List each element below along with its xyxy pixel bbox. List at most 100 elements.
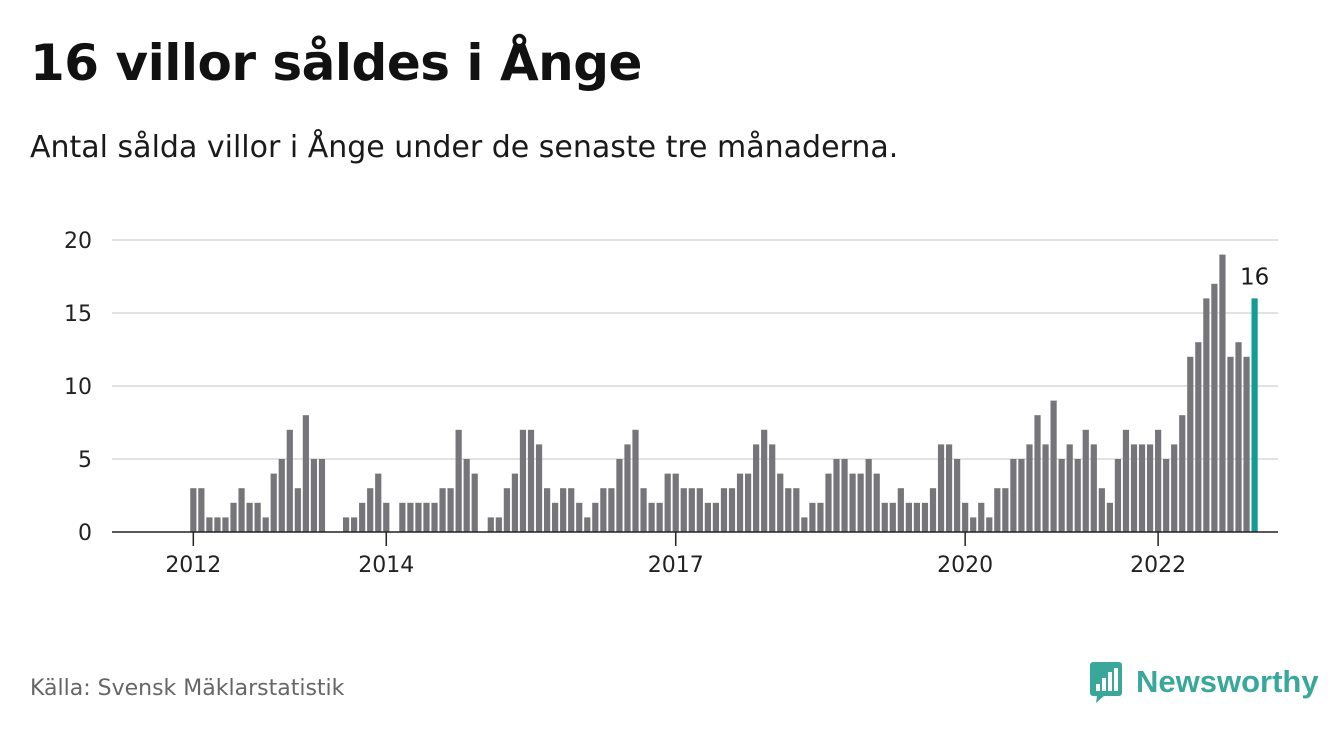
bar bbox=[342, 517, 350, 532]
bar bbox=[656, 502, 663, 532]
bar bbox=[527, 429, 535, 532]
bar bbox=[1227, 356, 1234, 532]
bar bbox=[793, 488, 800, 532]
bar bbox=[246, 502, 253, 532]
y-tick-label: 10 bbox=[64, 375, 92, 400]
bar bbox=[568, 488, 575, 532]
bar bbox=[873, 473, 880, 532]
bar bbox=[439, 488, 446, 532]
bar bbox=[817, 502, 824, 532]
bar bbox=[254, 502, 261, 532]
bar bbox=[190, 488, 197, 532]
bar-chart-speech-bubble-icon bbox=[1090, 662, 1122, 703]
bar bbox=[278, 459, 285, 532]
bar bbox=[503, 488, 510, 532]
bar bbox=[945, 444, 953, 532]
bar bbox=[833, 459, 840, 532]
bar bbox=[1106, 502, 1113, 532]
bar bbox=[351, 517, 358, 532]
bar bbox=[640, 488, 647, 532]
bar bbox=[310, 459, 318, 532]
bar bbox=[809, 502, 816, 532]
bar-chart: 0 5 10 15 20 2012 2014 2017 2020 2022 16 bbox=[64, 229, 1278, 578]
bar bbox=[302, 415, 309, 532]
bar bbox=[519, 429, 527, 532]
bar bbox=[1090, 444, 1097, 532]
bar bbox=[857, 473, 864, 532]
bar bbox=[913, 502, 921, 532]
bar bbox=[1122, 429, 1130, 532]
y-tick-label: 20 bbox=[64, 229, 92, 254]
bar bbox=[560, 488, 567, 532]
bar bbox=[777, 473, 784, 532]
bar bbox=[937, 444, 945, 532]
bar bbox=[600, 488, 607, 532]
bar bbox=[270, 473, 277, 532]
bar bbox=[736, 473, 744, 532]
highlight-bar bbox=[1251, 298, 1258, 532]
bar bbox=[785, 488, 792, 532]
bar bbox=[230, 502, 237, 532]
bar bbox=[753, 444, 760, 532]
bar bbox=[929, 488, 937, 532]
bar bbox=[375, 473, 382, 532]
bar bbox=[318, 459, 326, 532]
highlight-value-label: 16 bbox=[1240, 264, 1269, 290]
x-axis-ticks: 2012 2014 2017 2020 2022 bbox=[165, 532, 1186, 578]
bar bbox=[1235, 342, 1242, 532]
bar bbox=[1058, 459, 1065, 532]
bar bbox=[897, 488, 904, 532]
bar bbox=[543, 488, 551, 532]
bar bbox=[744, 473, 752, 532]
bar bbox=[664, 473, 671, 532]
bar bbox=[576, 502, 583, 532]
bar bbox=[761, 429, 768, 532]
bar bbox=[801, 517, 808, 532]
bar bbox=[1243, 356, 1250, 532]
x-tick-label: 2014 bbox=[358, 553, 414, 578]
bar bbox=[905, 502, 912, 532]
bar bbox=[584, 517, 591, 532]
bar bbox=[728, 488, 736, 532]
bar bbox=[431, 502, 438, 532]
bar bbox=[495, 517, 502, 532]
bar bbox=[198, 488, 205, 532]
bar bbox=[825, 473, 832, 532]
bar bbox=[1219, 254, 1226, 532]
bar bbox=[222, 517, 229, 532]
bar bbox=[214, 517, 221, 532]
bar bbox=[672, 473, 679, 532]
bar bbox=[592, 502, 599, 532]
bar bbox=[1082, 429, 1089, 532]
bar bbox=[1002, 488, 1009, 532]
bar bbox=[1130, 444, 1138, 532]
source-note: Källa: Svensk Mäklarstatistik bbox=[30, 676, 345, 701]
bar bbox=[1171, 444, 1178, 532]
bar bbox=[463, 459, 470, 532]
bar bbox=[1211, 283, 1218, 532]
bar bbox=[1042, 444, 1049, 532]
bar bbox=[455, 429, 462, 532]
bar bbox=[865, 459, 872, 532]
bar bbox=[471, 473, 478, 532]
x-tick-label: 2012 bbox=[165, 553, 221, 578]
bar bbox=[704, 502, 711, 532]
bars bbox=[190, 254, 1258, 532]
bar bbox=[1114, 459, 1122, 532]
bar bbox=[262, 517, 269, 532]
bar bbox=[1203, 298, 1210, 532]
bar bbox=[1163, 459, 1170, 532]
bar bbox=[535, 444, 543, 532]
bar bbox=[423, 502, 430, 532]
y-tick-label: 15 bbox=[64, 302, 92, 327]
bar bbox=[383, 502, 390, 532]
bar bbox=[1074, 459, 1081, 532]
grid-lines bbox=[112, 239, 1278, 460]
bar bbox=[624, 444, 631, 532]
bar bbox=[1018, 459, 1025, 532]
bar bbox=[1098, 488, 1105, 532]
bar bbox=[769, 444, 776, 532]
bar bbox=[1026, 444, 1033, 532]
bar bbox=[889, 502, 896, 532]
x-tick-label: 2020 bbox=[937, 553, 993, 578]
